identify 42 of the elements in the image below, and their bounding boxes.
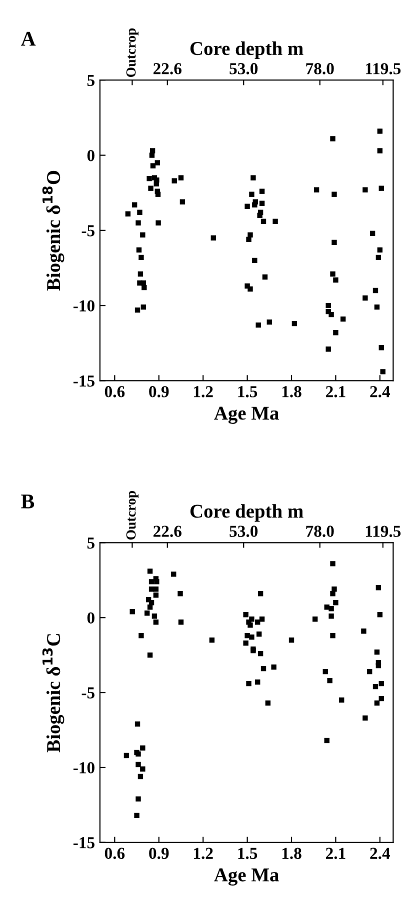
y-tick-label: 5 — [87, 74, 94, 86]
x-tick-label: 2.4 — [370, 386, 390, 398]
text: 119.5 — [366, 526, 401, 537]
y-axis-title: Biogenic δ$^{13}$C — [42, 634, 64, 752]
y-tick-label: -15 — [73, 837, 94, 848]
x2-axis-title: Core depth m — [190, 504, 304, 522]
text: Outcrop — [126, 28, 138, 78]
text: 78.0 — [306, 63, 334, 74]
y-tick-label: -10 — [73, 762, 94, 774]
x-axis-title: Age Ma — [214, 868, 279, 886]
x-tick-label: 1.8 — [282, 848, 302, 860]
text: 53.0 — [230, 63, 258, 74]
x-tick-label: 1.8 — [282, 386, 302, 398]
text: 22.6 — [154, 63, 182, 74]
text: 53.0 — [230, 526, 258, 537]
x-tick-label: 0.6 — [104, 386, 125, 398]
x-tick-label: 0.6 — [104, 848, 125, 860]
chart-title: A — [20, 32, 36, 46]
y-tick-label: -5 — [82, 225, 94, 236]
chart-title: B — [21, 494, 34, 508]
y-axis-title: Biogenic δ$^{18}$O — [42, 170, 64, 291]
x-tick-label: 0.9 — [149, 386, 169, 398]
x-tick-label: 0.9 — [149, 848, 169, 860]
y-tick-label: 0 — [87, 612, 94, 624]
x-tick-label: 2.4 — [370, 848, 390, 860]
x-tick-label: 2.1 — [326, 848, 346, 860]
x-tick-label: 1.5 — [238, 386, 258, 398]
x-tick-label: 1.2 — [194, 848, 213, 860]
y-tick-label: 5 — [87, 538, 94, 549]
text: Outcrop — [126, 490, 138, 540]
text: 78.0 — [306, 526, 334, 537]
y-tick-label: 0 — [87, 150, 94, 162]
y-tick-label: -10 — [73, 300, 94, 312]
text: 119.5 — [366, 63, 401, 74]
x2-axis-title: Core depth m — [190, 41, 304, 60]
x-tick-label: 1.2 — [194, 386, 213, 398]
y-tick-label: -5 — [82, 687, 94, 698]
x-tick-label: 2.1 — [326, 386, 346, 398]
x-axis-title: Age Ma — [214, 406, 279, 424]
y-tick-label: -15 — [73, 375, 94, 387]
x-tick-label: 1.5 — [238, 848, 258, 860]
text: 22.6 — [154, 526, 182, 537]
